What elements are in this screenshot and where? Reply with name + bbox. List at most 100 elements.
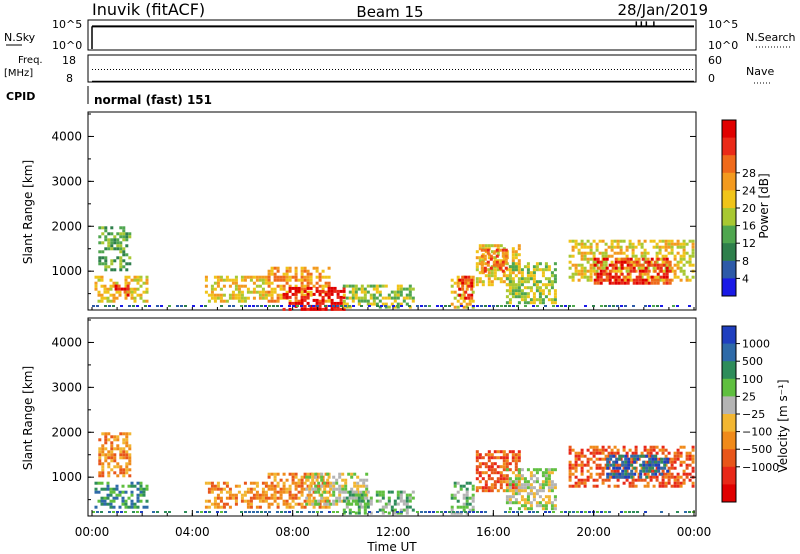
echo-cell xyxy=(103,502,107,506)
echo-cell xyxy=(393,499,397,503)
echo-cell xyxy=(288,266,292,270)
echo-cell xyxy=(478,486,482,490)
echo-cell xyxy=(475,459,479,463)
echo-cell xyxy=(658,484,662,488)
echo-cell xyxy=(387,305,391,309)
echo-cell xyxy=(118,493,122,497)
echo-cell xyxy=(691,242,695,246)
echo-cell xyxy=(255,284,259,288)
echo-cell xyxy=(529,492,533,496)
echo-cell xyxy=(660,457,664,461)
echo-cell xyxy=(210,487,214,491)
echo-cell xyxy=(288,289,292,293)
echo-cell xyxy=(101,226,105,230)
echo-cell xyxy=(652,245,656,249)
echo-cell xyxy=(309,290,313,294)
echo-cell xyxy=(625,248,629,252)
echo-cell xyxy=(264,296,268,300)
echo-cell xyxy=(136,496,140,500)
echo-cell xyxy=(381,296,385,300)
echo-cell xyxy=(450,496,454,500)
echo-cell xyxy=(332,475,336,479)
echo-cell xyxy=(498,266,502,270)
echo-cell xyxy=(679,445,683,449)
echo-cell xyxy=(320,478,324,482)
echo-cell xyxy=(120,287,124,291)
echo-cell xyxy=(294,292,298,296)
echo-cell xyxy=(345,496,349,500)
echo-cell xyxy=(363,296,367,300)
echo-cell xyxy=(372,284,376,288)
echo-cell xyxy=(484,462,488,466)
echo-cell xyxy=(640,242,644,246)
echo-cell xyxy=(456,490,460,494)
echo-cell xyxy=(468,302,472,306)
echo-cell xyxy=(126,287,130,291)
echo-cell xyxy=(634,448,638,452)
echo-cell xyxy=(124,275,128,279)
echo-cell xyxy=(276,275,280,279)
echo-cell xyxy=(508,292,512,296)
echo-cell xyxy=(475,268,479,272)
echo-cell xyxy=(101,474,105,478)
echo-cell xyxy=(109,505,113,509)
echo-cell xyxy=(396,302,400,306)
echo-cell xyxy=(300,490,304,494)
echo-cell xyxy=(511,483,515,487)
echo-cell xyxy=(255,484,259,488)
echo-cell xyxy=(294,286,298,290)
echo-cell xyxy=(658,278,662,282)
echo-cell xyxy=(648,469,652,473)
echo-cell xyxy=(661,478,665,482)
echo-cell xyxy=(471,508,475,512)
echo-cell xyxy=(348,508,352,512)
echo-cell xyxy=(294,472,298,476)
echo-cell xyxy=(606,466,610,470)
echo-cell xyxy=(685,278,689,282)
echo-cell xyxy=(505,456,509,460)
echo-cell xyxy=(333,301,337,305)
echo-cell xyxy=(376,511,379,513)
echo-cell xyxy=(258,293,262,297)
echo-cell xyxy=(268,511,271,513)
echo-cell xyxy=(606,475,610,479)
echo-cell xyxy=(670,245,674,249)
echo-cell xyxy=(341,490,345,494)
echo-cell xyxy=(288,286,292,290)
echo-cell xyxy=(315,298,319,302)
echo-cell xyxy=(598,472,602,476)
echo-cell xyxy=(100,278,104,282)
echo-cell xyxy=(311,487,315,491)
echo-cell xyxy=(511,283,515,287)
echo-cell xyxy=(673,484,677,488)
echo-cell xyxy=(663,463,667,467)
echo-cell xyxy=(682,242,686,246)
echo-cell xyxy=(234,296,238,300)
echo-cell xyxy=(267,281,271,285)
echo-cell xyxy=(113,459,117,463)
echo-cell xyxy=(505,486,509,490)
echo-cell xyxy=(342,307,346,311)
echo-cell xyxy=(679,463,683,467)
echo-cell xyxy=(550,283,554,287)
echo-cell xyxy=(622,266,626,270)
echo-cell xyxy=(128,459,132,463)
echo-cell xyxy=(505,474,509,478)
echo-cell xyxy=(424,511,427,513)
echo-cell xyxy=(399,511,403,515)
echo-cell xyxy=(347,490,351,494)
echo-cell xyxy=(673,272,677,276)
echo-cell xyxy=(670,460,674,464)
echo-cell xyxy=(100,496,104,500)
echo-cell xyxy=(240,275,244,279)
echo-cell xyxy=(599,272,603,276)
echo-cell xyxy=(652,445,656,449)
echo-cell xyxy=(499,483,503,487)
echo-cell xyxy=(596,511,599,513)
x-tick-label: 04:00 xyxy=(175,525,210,539)
echo-cell xyxy=(665,260,669,264)
echo-cell xyxy=(396,490,400,494)
echo-cell xyxy=(381,490,385,494)
echo-cell xyxy=(476,511,479,513)
echo-cell xyxy=(246,296,250,300)
